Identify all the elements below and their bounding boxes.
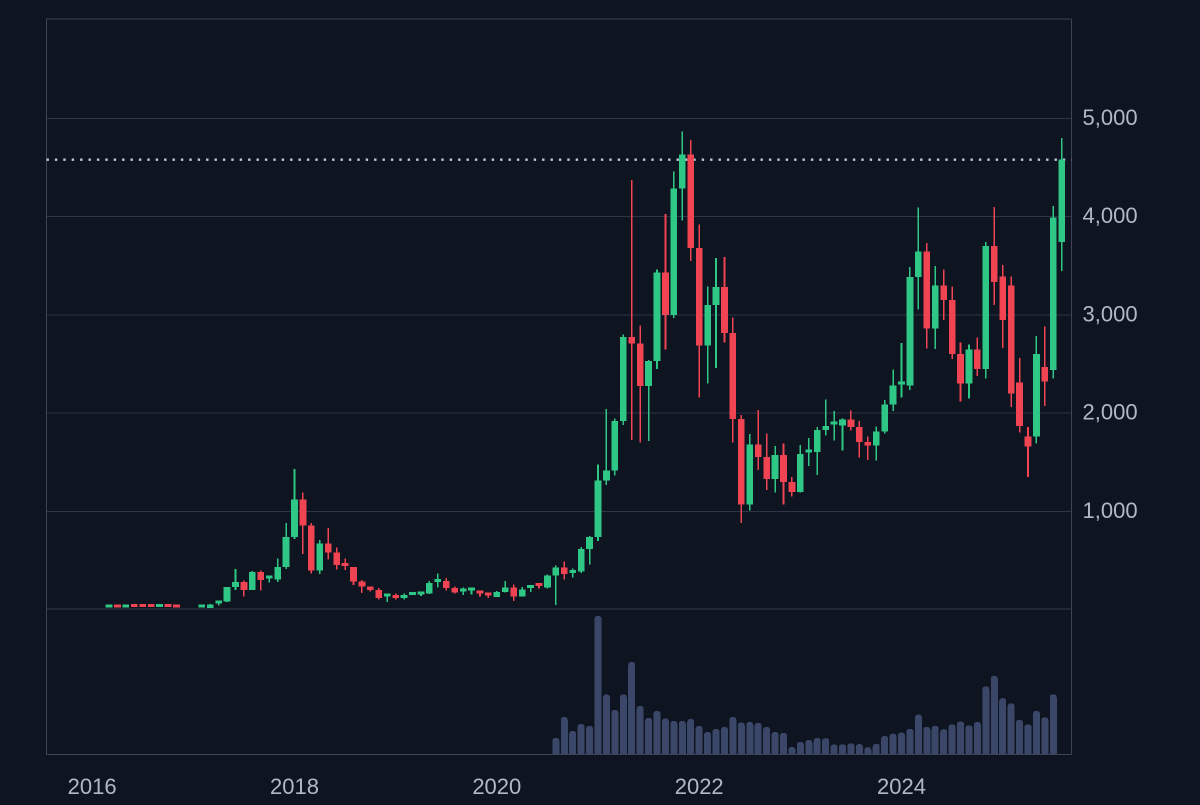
svg-text:2018: 2018 — [270, 774, 319, 799]
svg-text:4,000: 4,000 — [1083, 203, 1138, 228]
svg-text:2,000: 2,000 — [1083, 400, 1138, 425]
svg-text:3,000: 3,000 — [1083, 301, 1138, 326]
svg-text:2022: 2022 — [675, 774, 724, 799]
svg-text:2016: 2016 — [68, 774, 117, 799]
svg-text:5,000: 5,000 — [1083, 105, 1138, 130]
svg-text:2020: 2020 — [472, 774, 521, 799]
svg-text:1,000: 1,000 — [1083, 498, 1138, 523]
svg-text:2024: 2024 — [877, 774, 926, 799]
